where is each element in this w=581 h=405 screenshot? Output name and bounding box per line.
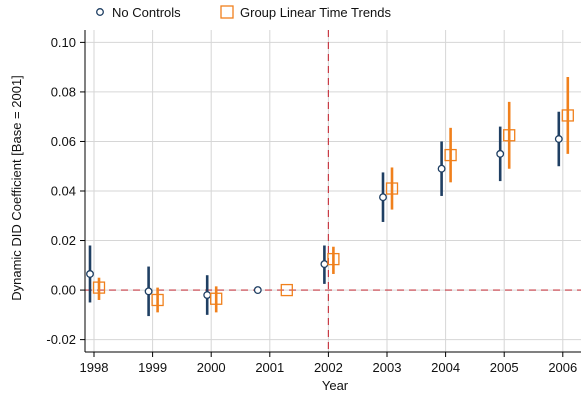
x-tick-label: 1998 (80, 360, 109, 375)
grid-layer (85, 30, 581, 352)
data-point-no-controls (437, 164, 446, 173)
x-axis-label: Year (322, 378, 349, 393)
data-point-group-trends (385, 182, 399, 195)
legend-label-group-trends: Group Linear Time Trends (240, 5, 392, 20)
data-point-group-trends (327, 252, 340, 266)
x-tick-label: 2002 (314, 360, 343, 375)
data-point-group-trends (92, 281, 106, 294)
x-tick-label: 2003 (373, 360, 402, 375)
data-point-group-trends (210, 292, 223, 305)
data-point-no-controls (496, 149, 505, 158)
legend-label-no-controls: No Controls (112, 5, 181, 20)
data-point-no-controls (379, 193, 387, 202)
data-point-group-trends (151, 293, 164, 307)
y-tick-label: 0.00 (51, 283, 76, 298)
x-tick-label: 2006 (548, 360, 577, 375)
x-tick-label: 2000 (197, 360, 226, 375)
x-tick-label: 2005 (490, 360, 519, 375)
x-tick-label: 2001 (255, 360, 284, 375)
data-point-group-trends (561, 109, 574, 122)
y-tick-label: 0.02 (51, 233, 76, 248)
y-axis-label: Dynamic DID Coefficient [Base = 2001] (9, 75, 24, 301)
y-tick-label: -0.02 (46, 332, 76, 347)
data-point-group-trends (503, 129, 516, 142)
data-point-no-controls (554, 135, 563, 143)
legend-marker-group-trends (220, 5, 234, 19)
data-layer (86, 77, 574, 317)
y-tick-label: 0.06 (51, 134, 76, 149)
data-point-no-controls (144, 287, 153, 296)
data-point-no-controls (203, 291, 212, 299)
y-tick-label: 0.10 (51, 35, 76, 50)
axes: -0.02 0.00 0.02 0.04 0.06 0.08 0.10 1998 1999 200… (46, 30, 581, 375)
x-tick-label: 2004 (431, 360, 460, 375)
legend: No Controls Group Linear Time Trends (96, 5, 392, 20)
data-point-no-controls (253, 286, 262, 295)
data-point-group-trends (444, 148, 457, 162)
data-point-no-controls (86, 270, 94, 278)
data-point-group-trends (280, 283, 293, 297)
reference-lines (85, 30, 581, 352)
x-tick-label: 1999 (138, 360, 167, 375)
legend-marker-no-controls (96, 8, 104, 16)
y-tick-label: 0.04 (51, 184, 76, 199)
data-point-no-controls (320, 260, 329, 269)
y-tick-label: 0.08 (51, 84, 76, 99)
